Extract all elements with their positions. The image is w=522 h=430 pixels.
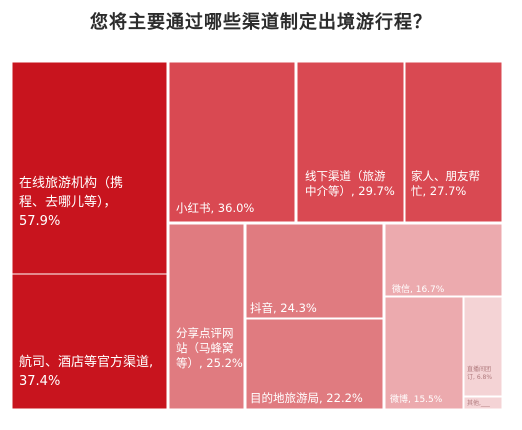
treemap-rect [168,223,245,410]
treemap-rect [463,296,503,397]
treemap-rect [245,318,384,410]
treemap-rect [463,396,503,410]
treemap-label: 微信, 16.7% [392,283,445,295]
treemap-label: 订, 6.8% [467,374,492,381]
treemap-rect [296,61,405,223]
treemap-tile: 其他,___ [463,396,503,410]
treemap-label: 37.4% [19,374,60,389]
treemap-rect [168,61,296,223]
treemap-rect [245,223,384,319]
treemap-label: 57.9% [19,214,60,229]
treemap-label: 微博, 15.5% [390,393,443,405]
treemap-label: 忙, 27.7% [411,184,466,198]
treemap-tile: 微信, 16.7% [384,223,503,297]
treemap-label: 目的地旅游局, 22.2% [250,391,363,405]
chart-title: 您将主要通过哪些渠道制定出境游行程？ [90,12,432,33]
treemap-label: 小红书, 36.0% [176,201,254,215]
treemap-rect [11,273,168,410]
treemap-label: 等）, 25.2% [176,356,243,370]
treemap-label: 站（马蜂窝 [176,341,234,355]
treemap-tile: 微博, 15.5% [384,296,464,410]
treemap-label: 家人、朋友帮 [411,169,480,183]
treemap-label: 分享点评网 [176,326,234,340]
treemap-rect [404,61,503,223]
treemap-label: 其他,___ [467,399,491,407]
treemap-label: 抖音, 24.3% [250,301,317,315]
treemap-label: 线下渠道（旅游 [305,169,386,183]
treemap-label: 在线旅游机构（携 [19,175,123,191]
treemap-tile: 在线旅游机构（携程、去哪儿等）， 57.9% [11,61,168,275]
treemap-label: 中介等）, 29.7% [305,184,395,198]
treemap-tile: 小红书, 36.0% [168,61,296,223]
treemap-rect [384,296,464,410]
treemap-rect [11,61,168,275]
treemap-label: 航司、酒店等官方渠道, [19,354,153,370]
treemap-tile: 抖音, 24.3% [245,223,384,319]
treemap-tile: 航司、酒店等官方渠道, 37.4% [11,273,168,410]
treemap-rect [384,223,503,297]
treemap-label: 程、去哪儿等）， [19,194,117,210]
treemap-label: 直播间团 [467,365,491,373]
treemap-tile: 目的地旅游局, 22.2% [245,318,384,410]
